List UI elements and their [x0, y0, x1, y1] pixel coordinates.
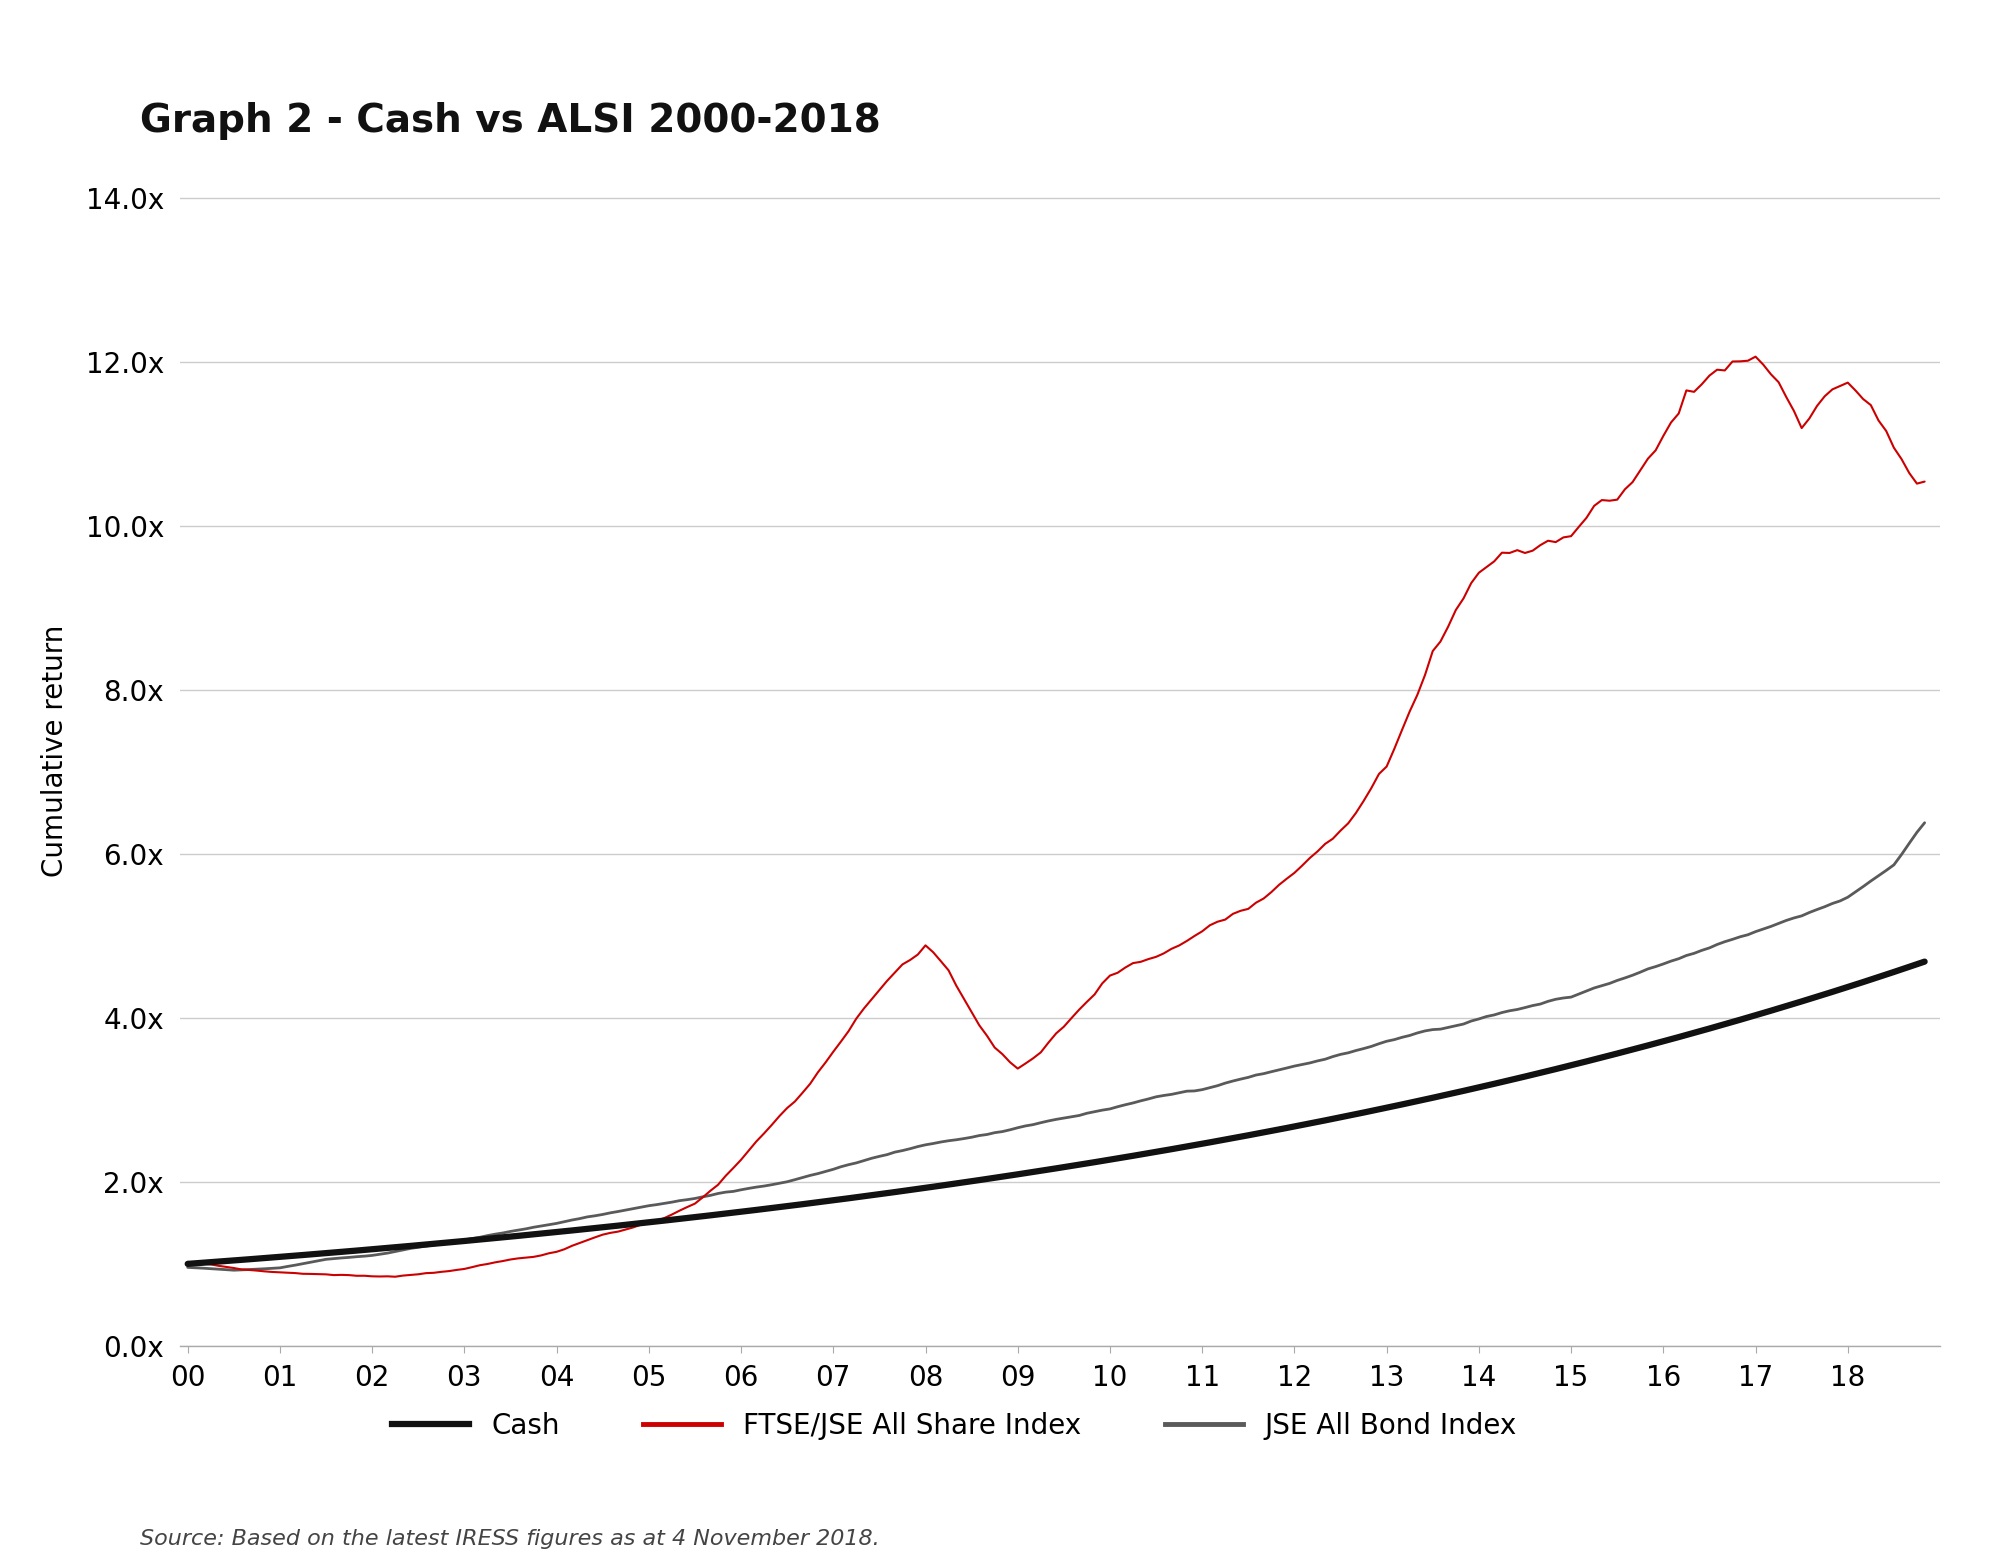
Y-axis label: Cumulative return: Cumulative return: [40, 624, 68, 878]
Text: Graph 2 - Cash vs ALSI 2000-2018: Graph 2 - Cash vs ALSI 2000-2018: [140, 102, 880, 139]
Legend: Cash, FTSE/JSE All Share Index, JSE All Bond Index: Cash, FTSE/JSE All Share Index, JSE All …: [380, 1401, 1528, 1451]
Text: Source: Based on the latest IRESS figures as at 4 November 2018.: Source: Based on the latest IRESS figure…: [140, 1529, 880, 1549]
